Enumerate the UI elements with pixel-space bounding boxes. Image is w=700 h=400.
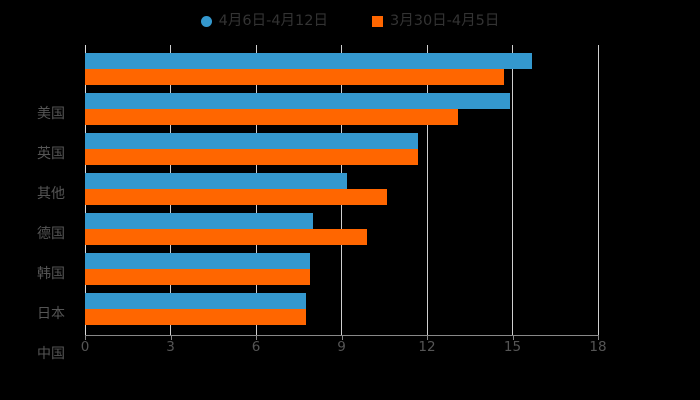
bar-日本-series-1 bbox=[85, 253, 311, 269]
x-axis-tick-mark-0 bbox=[85, 335, 86, 340]
bar-中国-series-1 bbox=[85, 293, 306, 309]
gridline-15 bbox=[512, 45, 513, 335]
x-axis-tick-label-0: 0 bbox=[80, 339, 90, 355]
x-axis-tick-label-3: 3 bbox=[166, 339, 175, 355]
bar-韩国-series-2 bbox=[85, 229, 368, 245]
bar-英国-series-2 bbox=[85, 109, 459, 125]
chart-legend: 4月6日-4月12日 3月30日-4月5日 bbox=[0, 8, 700, 34]
x-axis-tick-label-6: 6 bbox=[251, 339, 261, 355]
legend-item-series-2[interactable]: 3月30日-4月5日 bbox=[372, 14, 499, 29]
legend-label-series-1: 4月6日-4月12日 bbox=[218, 12, 328, 29]
legend-label-series-2: 3月30日-4月5日 bbox=[390, 12, 500, 29]
x-axis-tick-mark-12 bbox=[427, 335, 428, 340]
bar-德国-series-2 bbox=[85, 189, 388, 205]
bar-其他-series-2 bbox=[85, 149, 419, 165]
bar-韩国-series-1 bbox=[85, 213, 313, 229]
bar-日本-series-2 bbox=[85, 269, 311, 285]
x-axis-tick-mark-18 bbox=[598, 335, 599, 340]
x-axis-tick-label-18: 18 bbox=[589, 339, 607, 355]
bar-中国-series-2 bbox=[85, 309, 306, 325]
y-axis-label-3: 德国 bbox=[37, 226, 65, 242]
bar-德国-series-1 bbox=[85, 173, 348, 189]
x-axis-tick-mark-6 bbox=[256, 335, 257, 340]
bar-其他-series-1 bbox=[85, 133, 419, 149]
x-axis-tick-label-12: 12 bbox=[418, 339, 436, 355]
y-axis-label-6: 中国 bbox=[37, 346, 65, 362]
y-axis-label-5: 日本 bbox=[37, 306, 65, 322]
x-axis-tick-mark-3 bbox=[170, 335, 172, 340]
y-axis-label-0: 美国 bbox=[37, 106, 65, 122]
y-axis-label-4: 韩国 bbox=[37, 266, 65, 282]
bar-美国-series-2 bbox=[85, 69, 504, 85]
legend-square-marker-icon bbox=[372, 15, 383, 27]
y-axis-category-labels: 美国 英国 其他 德国 韩国 日本 中国 bbox=[0, 45, 75, 361]
y-axis-label-1: 英国 bbox=[37, 146, 65, 162]
gridline-12 bbox=[427, 45, 428, 335]
x-axis-tick-mark-15 bbox=[512, 335, 514, 340]
x-axis-tick-label-15: 15 bbox=[503, 339, 522, 355]
bar-美国-series-1 bbox=[85, 53, 533, 69]
legend-item-series-1[interactable]: 4月6日-4月12日 bbox=[200, 12, 328, 29]
y-axis-label-2: 其他 bbox=[37, 186, 65, 202]
x-axis-tick-label-9: 9 bbox=[337, 339, 346, 355]
plot-area bbox=[85, 45, 599, 335]
gridline-18 bbox=[598, 45, 599, 335]
x-axis-tick-mark-9 bbox=[341, 335, 343, 340]
legend-circle-marker-icon bbox=[200, 15, 212, 27]
bar-英国-series-1 bbox=[85, 93, 510, 109]
